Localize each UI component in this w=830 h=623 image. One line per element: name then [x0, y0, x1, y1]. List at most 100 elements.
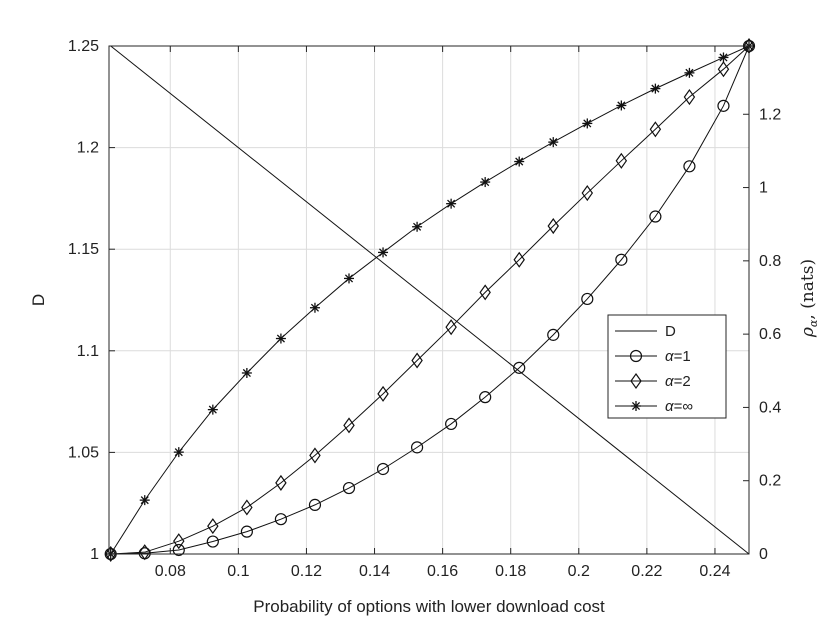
- legend-label-symbol: α: [665, 348, 674, 365]
- x-tick-label: 0.22: [631, 563, 662, 580]
- legend-marker-diamond: [630, 372, 642, 390]
- y-right-tick-label: 1: [759, 180, 768, 197]
- y-right-tick-label: 0.4: [759, 399, 781, 416]
- data-point-diamond: [683, 89, 696, 106]
- x-tick-label: 0.12: [291, 563, 322, 580]
- data-point-diamond: [139, 544, 151, 561]
- y-left-tick-label: 1: [90, 546, 99, 563]
- data-point-asterisk: [344, 273, 354, 284]
- x-tick-label: 0.18: [495, 563, 526, 580]
- legend-box: [607, 314, 727, 419]
- plot-frame: [108, 45, 750, 555]
- data-point-diamond: [241, 499, 253, 516]
- y-left-tick-label: 1.15: [68, 241, 99, 258]
- asterisk-stroke: [344, 274, 354, 283]
- y-left-tick-label: 1.05: [68, 444, 99, 461]
- data-point-asterisk: [173, 447, 184, 458]
- legend-label-symbol: α: [665, 373, 674, 390]
- y-right-tick-label: 0.2: [759, 473, 781, 490]
- legend-marker-asterisk: [631, 401, 641, 411]
- y-left-tick-label: 1.1: [77, 343, 99, 360]
- asterisk-stroke: [242, 368, 251, 378]
- data-point-asterisk: [241, 367, 252, 378]
- y-right-label-subscript: α: [807, 319, 820, 327]
- asterisk-stroke: [515, 157, 524, 166]
- y-right-label-symbol: ρ: [798, 327, 818, 338]
- data-point-circle: [308, 498, 322, 511]
- asterisk-stroke: [685, 68, 694, 77]
- data-point-circle: [547, 328, 560, 341]
- y-right-tick-label: 1.2: [759, 106, 781, 123]
- data-point-asterisk: [480, 177, 491, 188]
- legend-label-circle: α=1: [665, 348, 691, 365]
- asterisk-stroke: [481, 178, 490, 187]
- data-point-diamond: [411, 352, 423, 369]
- data-point-circle: [410, 441, 424, 454]
- asterisk-stroke: [447, 199, 456, 208]
- x-tick-label: 0.1: [227, 563, 249, 580]
- legend-label-value: =∞: [674, 398, 694, 415]
- x-tick-label: 0.08: [155, 563, 186, 580]
- y-right-axis-label: ρα, (nats): [798, 259, 820, 338]
- x-tick-label: 0.2: [568, 563, 590, 580]
- data-point-asterisk: [684, 67, 695, 78]
- data-point-circle: [342, 481, 356, 495]
- data-point-asterisk: [650, 83, 661, 94]
- x-tick-label: 0.14: [359, 563, 390, 580]
- asterisk-stroke: [140, 496, 149, 505]
- y-right-tick-label: 0.6: [759, 326, 781, 343]
- data-point-circle: [581, 292, 594, 306]
- y-left-tick-label: 1.25: [68, 38, 99, 55]
- data-point-circle: [649, 210, 662, 223]
- y-right-label-units: , (nats): [798, 259, 818, 320]
- legend-label-value: =1: [674, 348, 691, 365]
- y-right-tick-label: 0: [759, 546, 768, 563]
- data-point-asterisk: [616, 100, 627, 111]
- x-tick-label: 0.24: [699, 563, 730, 580]
- data-point-asterisk: [275, 333, 286, 344]
- series-layer: [104, 37, 756, 563]
- asterisk-stroke: [310, 303, 320, 312]
- legend-items: Dα=1α=2α=∞: [615, 323, 693, 415]
- data-point-diamond: [343, 417, 355, 434]
- data-point-diamond: [547, 218, 559, 235]
- data-point-circle: [240, 525, 253, 538]
- data-point-diamond: [377, 385, 389, 402]
- data-point-asterisk: [139, 495, 150, 506]
- data-point-asterisk: [514, 156, 525, 167]
- asterisk-stroke: [549, 138, 558, 147]
- data-point-asterisk: [548, 137, 559, 148]
- series-line-d: [110, 45, 750, 555]
- data-point-circle: [513, 361, 526, 374]
- data-point-diamond: [445, 319, 457, 336]
- ticks: 0.08 0.1 0.12 0.14 0.16 0.18 0.2 0.22 0.24 1 1.05 1…: [68, 38, 781, 580]
- data-point-asterisk: [378, 247, 389, 258]
- grid: [109, 45, 749, 555]
- data-point-diamond: [513, 251, 525, 268]
- data-point-asterisk: [582, 118, 593, 129]
- data-point-diamond: [207, 518, 219, 535]
- asterisk-stroke: [413, 222, 422, 231]
- data-point-diamond: [717, 61, 730, 78]
- asterisk-stroke: [208, 405, 217, 414]
- series-line-asterisk: [110, 45, 750, 555]
- legend-marker-circle: [629, 349, 643, 363]
- data-point-diamond: [581, 185, 594, 202]
- data-point-asterisk: [718, 52, 729, 63]
- data-point-circle: [479, 391, 492, 404]
- asterisk-stroke: [583, 119, 592, 128]
- data-point-diamond: [173, 533, 185, 550]
- data-point-circle: [615, 253, 628, 266]
- data-point-circle: [206, 535, 219, 548]
- y-right-tick-label: 0.8: [759, 253, 781, 270]
- asterisk-stroke: [174, 448, 183, 457]
- data-point-diamond: [649, 121, 662, 138]
- asterisk-stroke: [276, 334, 285, 343]
- data-point-circle: [172, 543, 185, 557]
- legend: Dα=1α=2α=∞: [607, 314, 727, 419]
- legend-label-value: =2: [674, 373, 691, 390]
- y-left-axis-label: D: [29, 294, 48, 306]
- legend-label-asterisk: α=∞: [665, 398, 693, 415]
- legend-label-d: D: [665, 323, 676, 340]
